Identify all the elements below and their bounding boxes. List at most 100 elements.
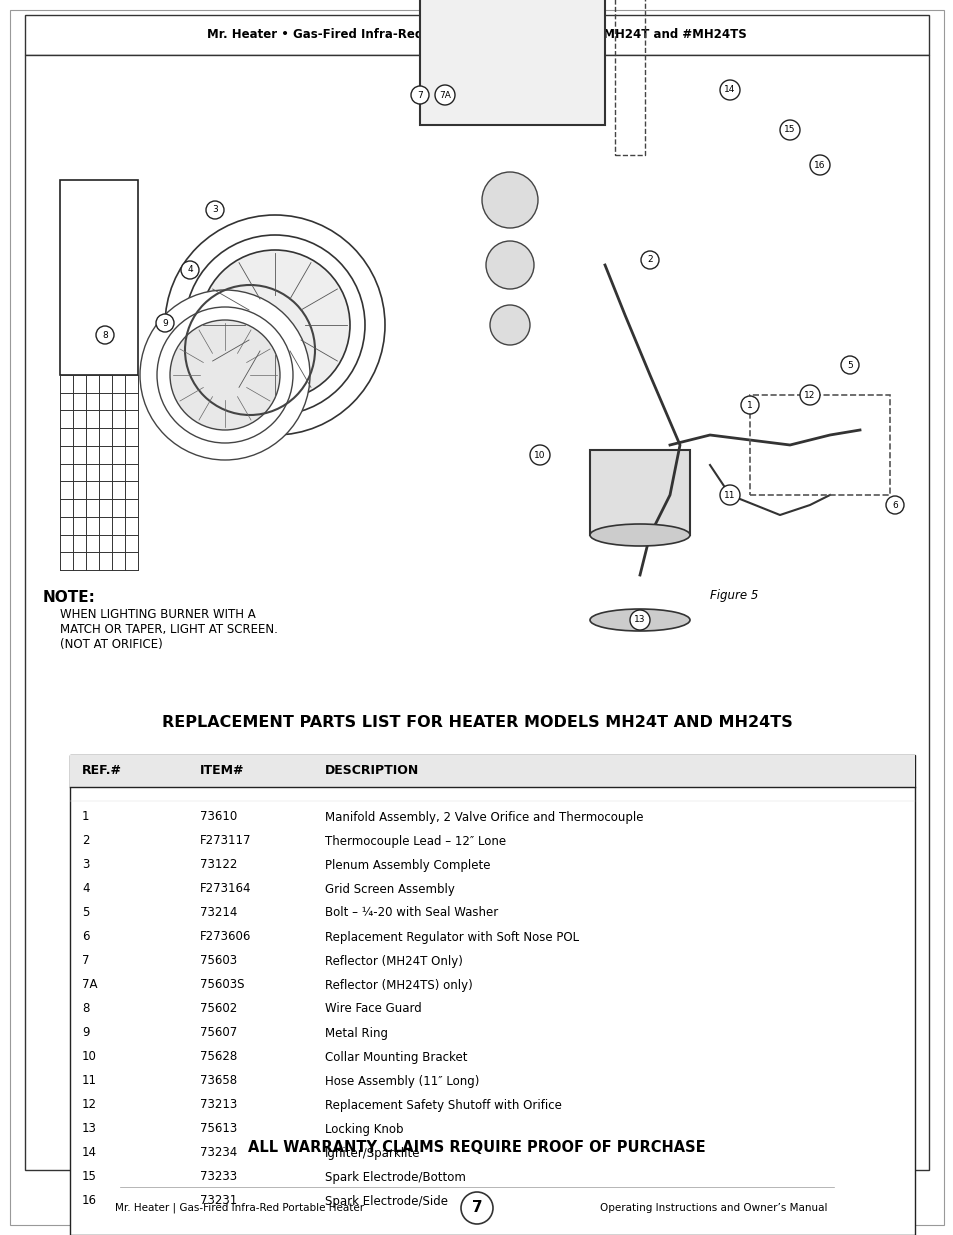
Circle shape (640, 251, 659, 269)
Circle shape (156, 314, 173, 332)
Text: Bolt – ¼-20 with Seal Washer: Bolt – ¼-20 with Seal Washer (325, 906, 497, 920)
Text: Hose Assembly (11″ Long): Hose Assembly (11″ Long) (325, 1074, 478, 1088)
Text: 7: 7 (416, 90, 422, 100)
Text: 11: 11 (723, 490, 735, 499)
Text: 15: 15 (783, 126, 795, 135)
Text: NOTE:: NOTE: (43, 590, 95, 605)
Text: 9: 9 (82, 1026, 90, 1040)
Text: F273606: F273606 (200, 930, 251, 944)
Text: Mr. Heater • Gas-Fired Infra-Red Portable Heater • Model #MH24T and #MH24TS: Mr. Heater • Gas-Fired Infra-Red Portabl… (207, 28, 746, 42)
Text: 7A: 7A (82, 978, 97, 992)
Circle shape (629, 610, 649, 630)
Text: Grid Screen Assembly: Grid Screen Assembly (325, 883, 455, 895)
Text: Reflector (MH24T Only): Reflector (MH24T Only) (325, 955, 462, 967)
Circle shape (530, 445, 550, 466)
Bar (589, 450, 689, 535)
Ellipse shape (185, 235, 365, 415)
Text: REF.#: REF.# (82, 764, 122, 778)
Text: Igniter/Sparklite: Igniter/Sparklite (325, 1146, 420, 1160)
Circle shape (720, 80, 740, 100)
Text: REPLACEMENT PARTS LIST FOR HEATER MODELS MH24T AND MH24TS: REPLACEMENT PARTS LIST FOR HEATER MODELS… (161, 715, 792, 730)
Text: 2: 2 (646, 256, 652, 264)
Ellipse shape (589, 524, 689, 546)
Bar (419, 0, 604, 125)
Circle shape (181, 261, 199, 279)
Circle shape (720, 485, 740, 505)
Text: 75607: 75607 (200, 1026, 237, 1040)
Text: Replacement Regulator with Soft Nose POL: Replacement Regulator with Soft Nose POL (325, 930, 578, 944)
Circle shape (780, 120, 800, 140)
Text: (NOT AT ORIFICE): (NOT AT ORIFICE) (60, 638, 163, 651)
Text: 13: 13 (634, 615, 645, 625)
Text: 5: 5 (82, 906, 90, 920)
Text: 5: 5 (846, 361, 852, 369)
Text: 3: 3 (82, 858, 90, 872)
Text: Plenum Assembly Complete: Plenum Assembly Complete (325, 858, 490, 872)
Text: ALL WARRANTY CLAIMS REQUIRE PROOF OF PURCHASE: ALL WARRANTY CLAIMS REQUIRE PROOF OF PUR… (248, 1140, 705, 1156)
Ellipse shape (157, 308, 293, 443)
Text: 6: 6 (82, 930, 90, 944)
Bar (70, 755, 914, 787)
Circle shape (460, 1192, 493, 1224)
Text: Thermocouple Lead – 12″ Lone: Thermocouple Lead – 12″ Lone (325, 835, 506, 847)
Text: WHEN LIGHTING BURNER WITH A: WHEN LIGHTING BURNER WITH A (60, 608, 255, 621)
Text: Figure 5: Figure 5 (709, 589, 758, 601)
Text: 6: 6 (891, 500, 897, 510)
Circle shape (206, 201, 224, 219)
Text: 75602: 75602 (200, 1003, 237, 1015)
Text: Mr. Heater | Gas-Fired Infra-Red Portable Heater: Mr. Heater | Gas-Fired Infra-Red Portabl… (115, 1203, 364, 1213)
Circle shape (800, 385, 820, 405)
Text: Reflector (MH24TS) only): Reflector (MH24TS) only) (325, 978, 473, 992)
Text: 10: 10 (534, 451, 545, 459)
Text: 12: 12 (82, 1098, 97, 1112)
Bar (60, 180, 138, 375)
Text: 14: 14 (723, 85, 735, 95)
Ellipse shape (589, 609, 689, 631)
Text: F273164: F273164 (200, 883, 252, 895)
Bar (749, 395, 889, 495)
Text: 12: 12 (803, 390, 815, 399)
Text: 16: 16 (814, 161, 825, 169)
Text: F273117: F273117 (200, 835, 252, 847)
Text: ITEM#: ITEM# (200, 764, 244, 778)
Ellipse shape (485, 241, 534, 289)
Text: 4: 4 (82, 883, 90, 895)
Text: Manifold Assembly, 2 Valve Orifice and Thermocouple: Manifold Assembly, 2 Valve Orifice and T… (325, 810, 643, 824)
Text: MATCH OR TAPER, LIGHT AT SCREEN.: MATCH OR TAPER, LIGHT AT SCREEN. (60, 622, 277, 636)
Text: 2: 2 (82, 835, 90, 847)
Text: Spark Electrode/Side: Spark Electrode/Side (325, 1194, 448, 1208)
Circle shape (435, 85, 455, 105)
Bar (70, 755, 914, 1235)
Ellipse shape (165, 215, 385, 435)
Text: 16: 16 (82, 1194, 97, 1208)
Text: Locking Knob: Locking Knob (325, 1123, 403, 1135)
Text: 13: 13 (82, 1123, 97, 1135)
Ellipse shape (200, 249, 350, 400)
Text: Spark Electrode/Bottom: Spark Electrode/Bottom (325, 1171, 465, 1183)
Text: 1: 1 (82, 810, 90, 824)
Text: 75603: 75603 (200, 955, 237, 967)
Ellipse shape (490, 305, 530, 345)
Text: 75613: 75613 (200, 1123, 237, 1135)
Text: 75628: 75628 (200, 1051, 237, 1063)
Text: 7: 7 (82, 955, 90, 967)
Bar (30, 65, 923, 620)
Text: 15: 15 (82, 1171, 97, 1183)
Text: 11: 11 (82, 1074, 97, 1088)
Text: Operating Instructions and Owner’s Manual: Operating Instructions and Owner’s Manua… (599, 1203, 827, 1213)
Text: 73234: 73234 (200, 1146, 237, 1160)
Text: 73214: 73214 (200, 906, 237, 920)
Text: 4: 4 (187, 266, 193, 274)
Text: 1: 1 (746, 400, 752, 410)
Circle shape (809, 156, 829, 175)
Text: Replacement Safety Shutoff with Orifice: Replacement Safety Shutoff with Orifice (325, 1098, 561, 1112)
Circle shape (411, 86, 429, 104)
Circle shape (841, 356, 858, 374)
Ellipse shape (170, 320, 280, 430)
Text: 7: 7 (471, 1200, 482, 1215)
Text: 73213: 73213 (200, 1098, 237, 1112)
Text: Wire Face Guard: Wire Face Guard (325, 1003, 421, 1015)
Circle shape (885, 496, 903, 514)
Text: 14: 14 (82, 1146, 97, 1160)
Ellipse shape (140, 290, 310, 459)
